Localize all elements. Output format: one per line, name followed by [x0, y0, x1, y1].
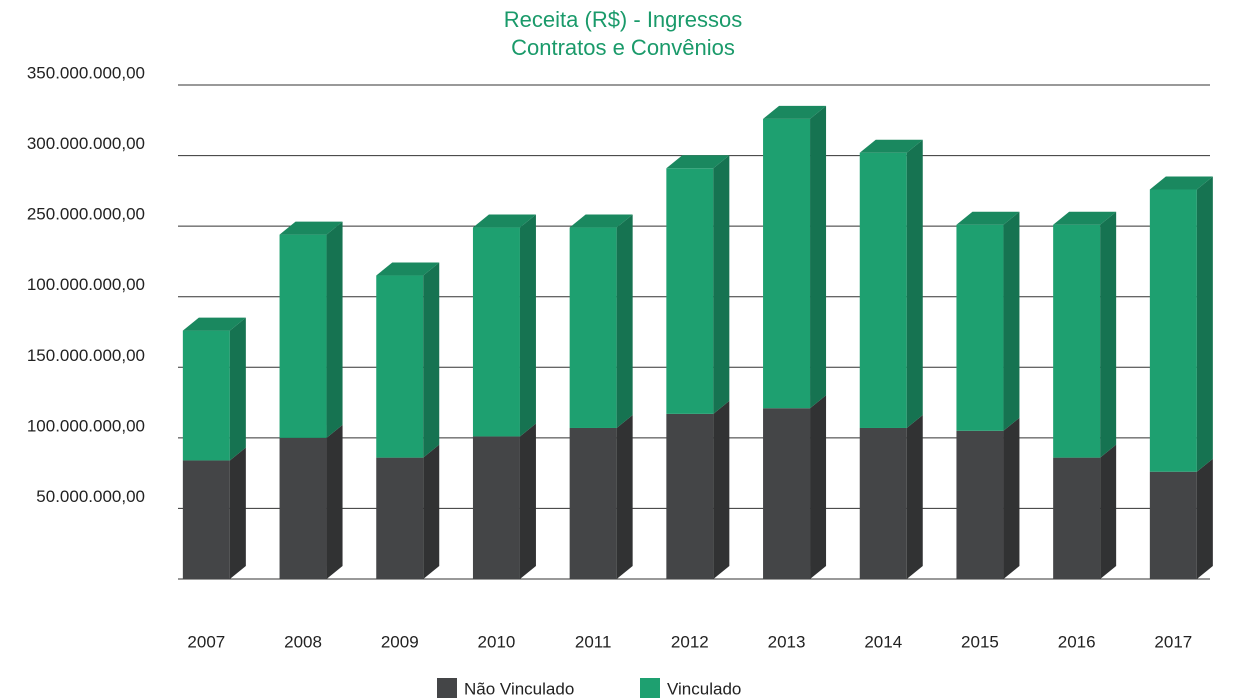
bar — [666, 413, 714, 579]
x-tick-label: 2012 — [671, 632, 709, 651]
bar-top — [859, 139, 923, 153]
x-tick-label: 2017 — [1154, 632, 1192, 651]
chart-subtitle: Contratos e Convênios — [511, 35, 735, 60]
bar-side — [1100, 444, 1117, 579]
y-tick-label: 100.000.000,00 — [27, 275, 145, 294]
bar — [859, 152, 907, 428]
bar — [956, 430, 1004, 579]
bar — [376, 457, 424, 579]
x-tick-label: 2013 — [768, 632, 806, 651]
bar — [859, 427, 907, 579]
bar — [182, 330, 230, 461]
bar-side — [326, 424, 343, 579]
bar — [182, 460, 230, 579]
bar — [279, 437, 327, 579]
bar-side — [906, 414, 923, 579]
bar-side — [1003, 211, 1020, 431]
x-tick-label: 2016 — [1058, 632, 1096, 651]
bar — [1149, 189, 1197, 472]
bar-side — [810, 105, 827, 409]
bar-side — [1100, 211, 1117, 458]
bar-top — [956, 211, 1020, 225]
bar — [1053, 457, 1101, 579]
bar-top — [472, 214, 536, 228]
bar — [376, 275, 424, 458]
bar-side — [1196, 458, 1213, 579]
bar-top — [376, 262, 440, 276]
legend-swatch — [437, 678, 457, 698]
y-tick-label: 100.000.000,00 — [27, 416, 145, 435]
bar — [1149, 471, 1197, 579]
bar — [666, 168, 714, 414]
y-tick-label: 50.000.000,00 — [36, 487, 145, 506]
bar — [472, 227, 520, 437]
x-tick-label: 2015 — [961, 632, 999, 651]
bar — [569, 227, 617, 428]
bar-top — [182, 317, 246, 331]
bar-side — [1196, 176, 1213, 472]
bar — [1053, 224, 1101, 458]
bar-top — [763, 105, 827, 119]
bar-side — [229, 317, 246, 461]
bar-side — [423, 262, 440, 458]
bar-side — [713, 400, 730, 579]
bar — [472, 436, 520, 579]
bar-top — [569, 214, 633, 228]
bar-side — [519, 214, 536, 437]
bar-side — [229, 447, 246, 579]
bar — [956, 224, 1004, 431]
bar-side — [1003, 417, 1020, 579]
bar — [569, 427, 617, 579]
x-tick-label: 2014 — [864, 632, 902, 651]
bar-top — [279, 221, 343, 235]
x-tick-label: 2011 — [575, 632, 612, 651]
y-tick-label: 300.000.000,00 — [27, 134, 145, 153]
legend-swatch — [640, 678, 660, 698]
bar — [763, 408, 811, 579]
bar — [279, 234, 327, 438]
chart-title: Receita (R$) - Ingressos — [504, 7, 742, 32]
bar-side — [519, 423, 536, 579]
x-tick-label: 2009 — [381, 632, 419, 651]
bar-side — [713, 155, 730, 414]
bar-side — [810, 395, 827, 579]
bar — [763, 118, 811, 409]
bar-side — [906, 139, 923, 428]
bar-top — [1149, 176, 1213, 190]
x-tick-label: 2007 — [187, 632, 225, 651]
y-tick-label: 250.000.000,00 — [27, 205, 145, 224]
x-tick-label: 2008 — [284, 632, 322, 651]
x-tick-label: 2010 — [478, 632, 516, 651]
bar-side — [616, 214, 633, 428]
legend-label: Não Vinculado — [464, 679, 574, 698]
bar-side — [616, 414, 633, 579]
y-tick-label: 350.000.000,00 — [27, 63, 145, 82]
y-tick-label: 150.000.000,00 — [27, 346, 145, 365]
bar-top — [1053, 211, 1117, 225]
bar-top — [666, 155, 730, 169]
legend-label: Vinculado — [667, 679, 741, 698]
bar-side — [423, 444, 440, 579]
bar-side — [326, 221, 343, 438]
